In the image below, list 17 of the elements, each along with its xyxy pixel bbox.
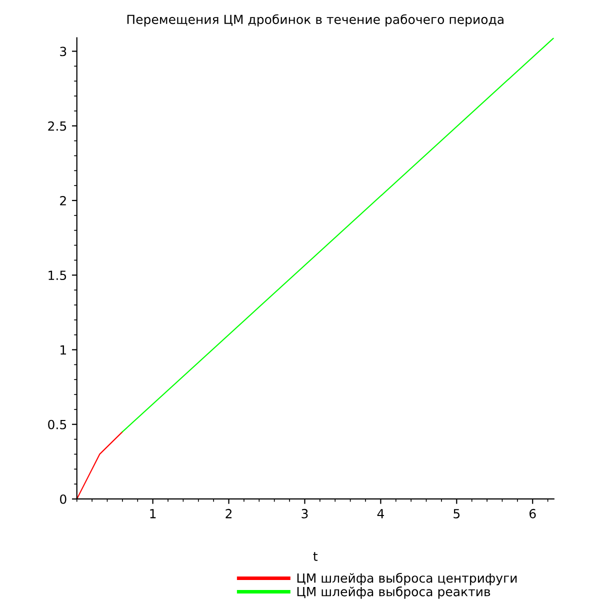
y-tick-label: 0.5 bbox=[48, 420, 66, 430]
y-tick-label: 1.5 bbox=[48, 270, 66, 280]
y-tick-label: 2.5 bbox=[48, 121, 66, 131]
x-tick-label: 3 bbox=[302, 508, 308, 518]
y-tick-label: 2 bbox=[60, 196, 66, 206]
x-tick-label: 2 bbox=[226, 508, 232, 518]
x-tick-label: 6 bbox=[530, 508, 536, 518]
x-tick-label: 5 bbox=[454, 509, 460, 518]
legend-label: ЦМ шлейфа выброса реактив bbox=[297, 586, 490, 599]
y-tick-label: 1 bbox=[60, 345, 66, 354]
y-tick-label: 3 bbox=[60, 46, 66, 56]
legend-label: ЦМ шлейфа выброса центрифуги bbox=[297, 572, 517, 586]
chart-title: Перемещения ЦМ дробинок в течение рабочего периода bbox=[127, 14, 504, 27]
x-tick-label: 1 bbox=[150, 509, 156, 518]
x-tick-label: 4 bbox=[377, 509, 384, 518]
y-tick-label: 0 bbox=[60, 494, 66, 504]
x-axis-title: t bbox=[313, 552, 318, 561]
